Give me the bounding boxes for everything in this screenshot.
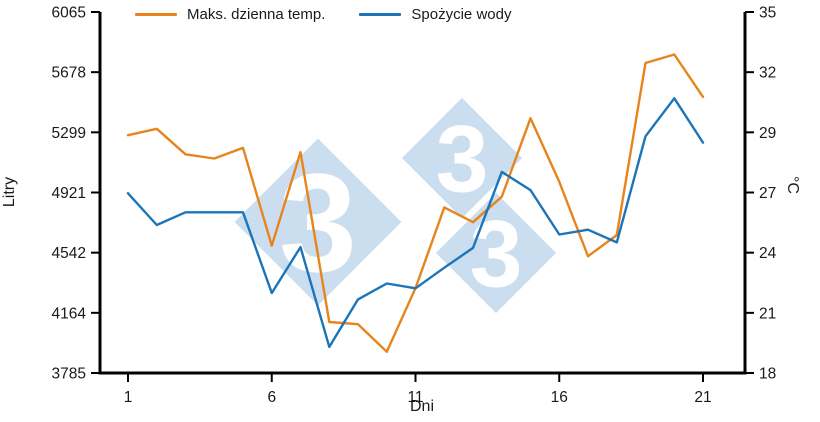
left-tick-label: 4164 [52,305,87,322]
left-axis-title: Litry [1,177,18,207]
right-tick-label: 27 [759,185,776,202]
x-axis-title: Dni [410,398,434,415]
x-tick-label: 21 [694,389,711,406]
left-tick-label: 4921 [52,185,86,202]
x-tick-label: 11 [407,389,423,406]
right-tick-label: 21 [759,305,776,322]
left-tick-label: 3785 [52,366,86,383]
x-tick-label: 1 [124,389,133,406]
left-tick-label: 5678 [52,65,86,82]
watermark-diamond-2 [401,97,523,219]
right-tick-label: 32 [759,65,776,82]
legend: Maks. dzienna temp. Spożycie wody [135,6,511,23]
temp-line [126,53,705,353]
right-tick-label: 29 [759,125,776,142]
temp-line-swatch [135,13,177,16]
x-tick-label: 16 [551,389,568,406]
water-line-swatch [359,13,402,16]
right-tick-label: 35 [759,5,776,22]
temp-legend-label: Maks. dzienna temp. [187,6,326,23]
watermark-3-2: 3 [436,106,489,212]
x-tick-label: 6 [267,389,276,406]
right-tick-label: 18 [759,366,776,383]
water-legend-label: Spożycie wody [411,6,512,23]
right-axis-title: °C [784,176,801,194]
watermark-3-1: 3 [279,144,357,301]
legend-item-temp: Maks. dzienna temp. [135,6,325,23]
right-tick-label: 24 [759,245,777,262]
left-tick-label: 6065 [52,5,86,22]
left-tick-label: 5299 [52,125,86,142]
watermark-diamond-1 [234,138,402,306]
legend-item-water: Spożycie wody [359,6,511,23]
water-line [126,97,705,349]
left-tick-label: 4542 [52,245,86,262]
